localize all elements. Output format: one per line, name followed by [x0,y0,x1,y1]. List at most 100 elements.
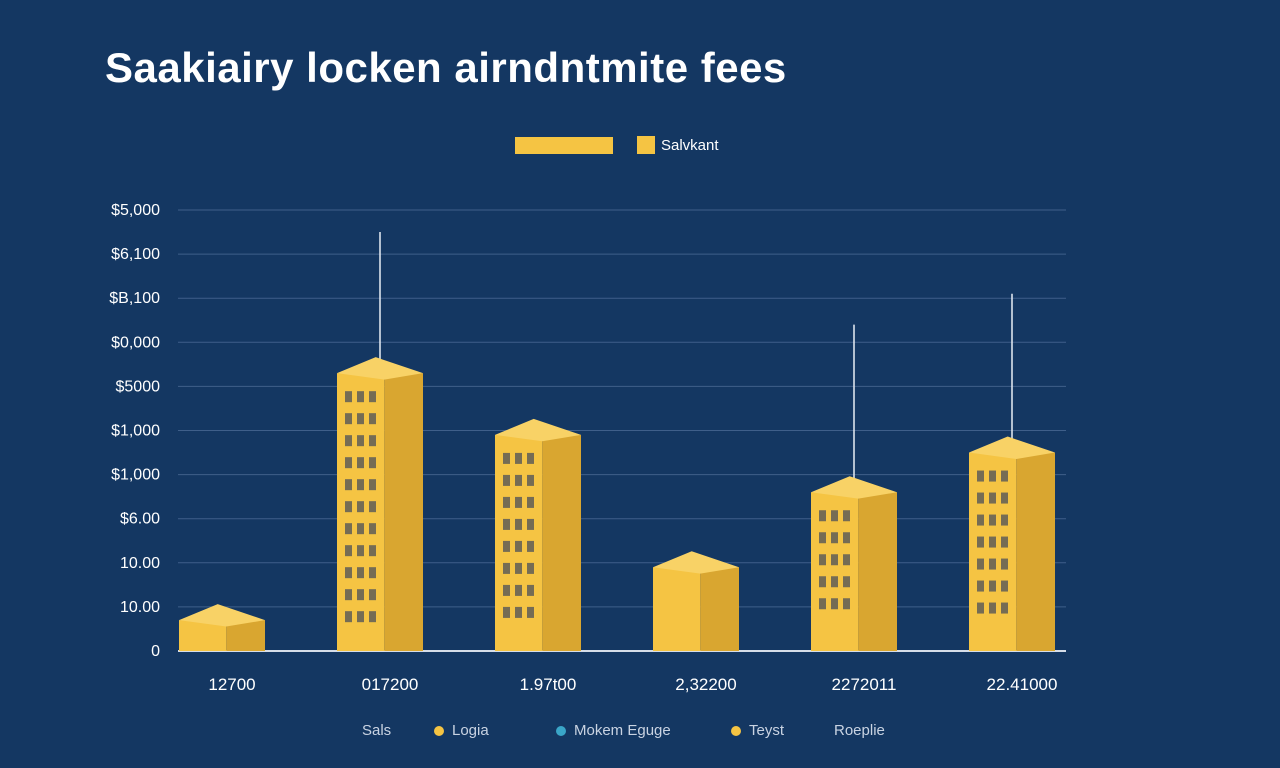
window-decoration [369,567,376,579]
window-decoration [1001,470,1008,482]
window-decoration [831,598,838,610]
x-tick-labels: 12700 017200 1.97t00 2,32200 2272011 22.41000 [208,675,1057,694]
bar-side [542,434,581,651]
y-tick-label: 0 [151,643,160,660]
window-decoration [527,584,534,596]
bar-6 [969,293,1055,651]
legend-item: Salvkant [637,136,719,154]
bar-top [969,436,1055,459]
window-decoration [503,562,510,574]
window-decoration [989,558,996,570]
window-decoration [357,457,364,469]
window-decoration [345,501,352,513]
window-decoration [369,523,376,535]
window-decoration [345,391,352,403]
window-decoration [357,523,364,535]
legend-dot [556,725,566,736]
legend-bottom-item: Logia [434,722,489,739]
window-decoration [345,479,352,491]
x-tick-label: 1.97t00 [520,675,577,694]
window-decoration [1001,536,1008,548]
bar-top [179,604,265,627]
bar-side [700,567,739,651]
window-decoration [357,435,364,447]
window-decoration [369,435,376,447]
window-decoration [515,496,522,508]
window-decoration [345,545,352,557]
window-decoration [527,496,534,508]
y-tick-label: $6,100 [111,246,160,263]
window-decoration [989,470,996,482]
window-decoration [515,606,522,618]
legend-color-bar [515,136,613,154]
y-tick-label: 10.00 [120,555,160,572]
bar-layer [179,232,1055,651]
window-decoration [369,501,376,513]
window-decoration [989,514,996,526]
window-decoration [831,576,838,588]
window-decoration [369,589,376,601]
window-decoration [515,474,522,486]
window-decoration [819,554,826,566]
y-tick-label: $B,100 [109,290,160,307]
window-decoration [345,567,352,579]
window-decoration [819,576,826,588]
window-decoration [1001,558,1008,570]
window-decoration [527,540,534,552]
window-decoration [977,558,984,570]
window-decoration [503,584,510,596]
window-decoration [503,474,510,486]
window-decoration [977,580,984,592]
window-decoration [357,501,364,513]
window-decoration [369,611,376,623]
y-tick-label: $6.00 [120,511,160,528]
x-tick-label: 12700 [208,675,255,694]
bar-1 [179,604,265,651]
window-decoration [503,518,510,530]
x-tick-label: 017200 [362,675,419,694]
window-decoration [1001,602,1008,614]
window-decoration [503,606,510,618]
window-decoration [345,589,352,601]
window-decoration [345,435,352,447]
window-decoration [989,580,996,592]
window-decoration [369,545,376,557]
window-decoration [843,510,850,522]
bar-side [384,373,423,651]
window-decoration [977,492,984,504]
legend-bottom-label: Logia [452,722,489,739]
window-decoration [369,391,376,403]
window-decoration [843,532,850,544]
window-decoration [357,589,364,601]
legend-bottom-item: Mokem Eguge [556,722,671,739]
window-decoration [515,584,522,596]
x-tick-label: 22.41000 [987,675,1058,694]
bar-3 [495,418,581,651]
bar-front [969,452,1017,651]
bar-top [337,357,423,380]
bar-2 [337,232,423,651]
window-decoration [989,536,996,548]
y-tick-label: $5000 [116,378,161,395]
x-tick-label: 2,32200 [675,675,736,694]
bar-front [653,567,701,651]
window-decoration [527,452,534,464]
window-decoration [989,602,996,614]
legend-bottom-label: Teyst [749,722,785,739]
bar-top [495,418,581,442]
window-decoration [527,562,534,574]
window-decoration [1001,492,1008,504]
window-decoration [369,457,376,469]
legend-bottom-label: Sals [362,722,392,739]
y-tick-labels: 0 10.00 10.00 $6.00 $1,000 $1,000 $5000 $0,000 $… [109,202,160,660]
chart-title: Saakiairy locken airndntmite fees [105,44,787,91]
legend-bottom-label: Mokem Eguge [574,722,671,739]
window-decoration [527,606,534,618]
window-decoration [515,518,522,530]
window-decoration [527,518,534,530]
legend-dot [731,725,741,736]
x-tick-label: 2272011 [832,675,897,694]
y-tick-label: 10.00 [120,599,160,616]
legend-swatch [637,136,655,154]
